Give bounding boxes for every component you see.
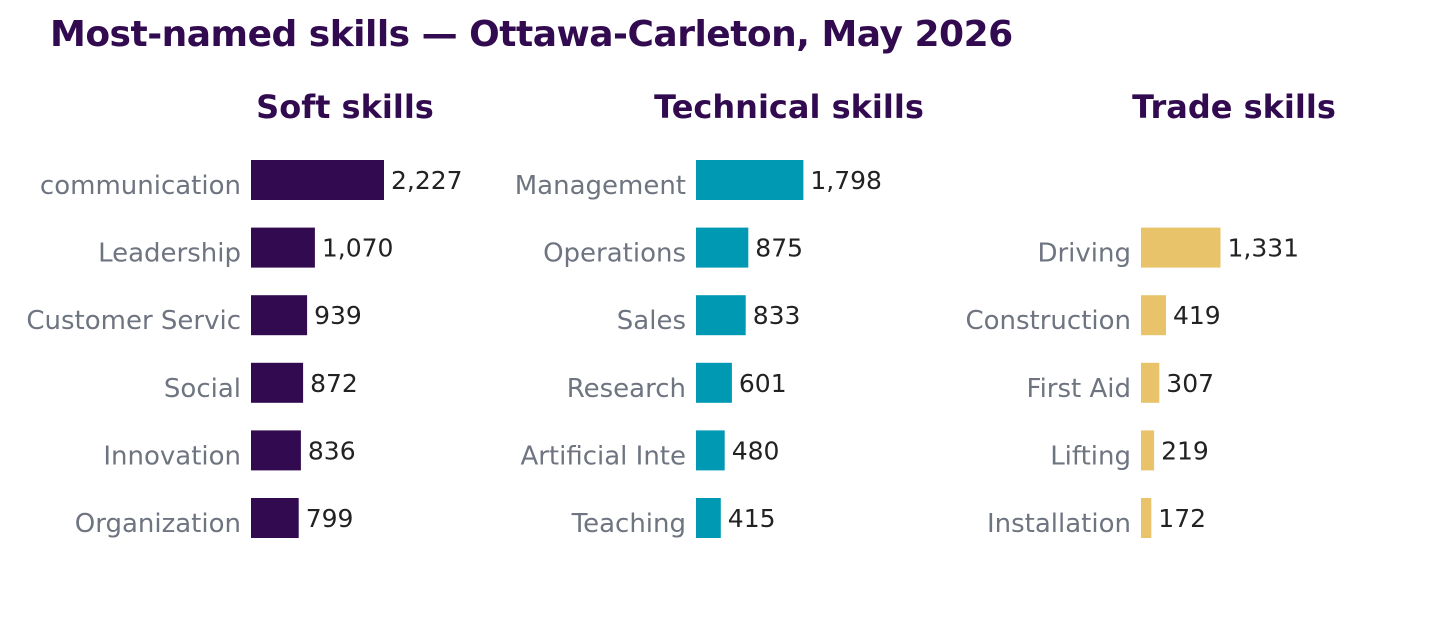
value-label: 836 — [308, 436, 356, 465]
bar — [696, 430, 725, 471]
category-label: Teaching — [571, 509, 686, 539]
value-label: 939 — [314, 301, 362, 330]
bar — [1141, 498, 1152, 538]
category-label: Customer Servic — [26, 306, 241, 336]
category-label: Leadership — [98, 239, 241, 269]
value-label: 419 — [1173, 301, 1221, 330]
panel-trade: Trade skills Driving 1,331 Construction 419 F… — [965, 88, 1335, 539]
value-label: 1,798 — [810, 166, 882, 195]
category-label: Innovation — [103, 441, 241, 471]
category-label: Organization — [75, 509, 241, 539]
bar — [696, 295, 746, 336]
bar — [251, 430, 301, 471]
value-label: 601 — [739, 369, 787, 398]
bar — [696, 160, 804, 200]
value-label: 415 — [728, 504, 776, 533]
category-label: Sales — [617, 306, 686, 336]
chart-title: Most-named skills — Ottawa-Carleton, May… — [50, 14, 1013, 55]
value-label: 2,227 — [391, 166, 463, 195]
category-label: Installation — [987, 509, 1131, 539]
category-label: Operations — [543, 239, 686, 269]
panel-title-technical: Technical skills — [654, 88, 924, 126]
panel-title-soft: Soft skills — [256, 88, 434, 126]
category-label: Lifting — [1050, 441, 1131, 471]
bar — [1141, 362, 1160, 403]
value-label: 875 — [755, 234, 803, 263]
value-label: 172 — [1158, 504, 1206, 533]
bar — [251, 227, 315, 268]
bar — [1141, 295, 1166, 336]
bar — [1141, 227, 1221, 268]
panel-soft: Soft skills communication 2,227 Leadership 1… — [26, 88, 462, 539]
category-label: First Aid — [1027, 374, 1132, 404]
value-label: 1,070 — [322, 234, 394, 263]
panel-title-trade: Trade skills — [1132, 88, 1336, 126]
bar — [1141, 430, 1155, 471]
category-label: Social — [164, 374, 241, 404]
bar — [251, 498, 299, 538]
value-label: 480 — [732, 436, 780, 465]
bar — [251, 295, 308, 336]
bar — [696, 227, 749, 268]
value-label: 219 — [1161, 436, 1209, 465]
category-label: Driving — [1037, 239, 1131, 269]
value-label: 833 — [753, 301, 801, 330]
category-label: Construction — [965, 306, 1131, 336]
bar — [696, 498, 721, 538]
bar — [696, 362, 732, 403]
category-label: communication — [40, 171, 241, 201]
value-label: 307 — [1166, 369, 1214, 398]
category-label: Artificial Inte — [520, 441, 686, 471]
value-label: 1,331 — [1228, 234, 1300, 263]
panel-technical: Technical skills Management 1,798 Operation… — [515, 88, 924, 539]
value-label: 799 — [306, 504, 354, 533]
value-label: 872 — [310, 369, 358, 398]
bar — [251, 362, 304, 403]
category-label: Research — [567, 374, 686, 404]
category-label: Management — [515, 171, 686, 201]
bar — [251, 160, 384, 200]
